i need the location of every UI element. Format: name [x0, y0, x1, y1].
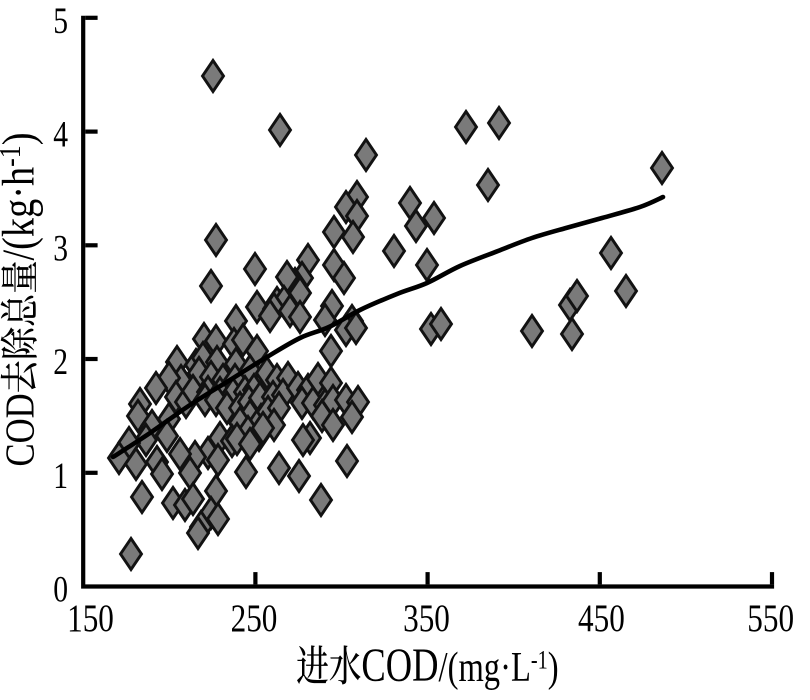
svg-text:4: 4 [53, 115, 68, 156]
svg-text:150: 150 [67, 595, 114, 639]
svg-text:-1: -1 [0, 145, 28, 167]
svg-text:2: 2 [53, 342, 68, 383]
svg-text:/(mg·L: /(mg·L [439, 644, 531, 691]
svg-text:1: 1 [53, 456, 68, 497]
svg-text:): ) [548, 644, 559, 691]
svg-text:3: 3 [53, 228, 68, 269]
svg-text:/(kg·h: /(kg·h [0, 167, 44, 261]
svg-text:COD: COD [0, 393, 43, 466]
svg-text:450: 450 [578, 595, 625, 639]
svg-text:-1: -1 [531, 646, 548, 675]
svg-text:): ) [0, 133, 44, 146]
svg-text:5: 5 [53, 1, 68, 42]
svg-text:350: 350 [403, 595, 450, 639]
svg-text:550: 550 [747, 595, 794, 639]
svg-text:COD: COD [361, 639, 438, 692]
svg-text:250: 250 [231, 595, 278, 639]
svg-text:0: 0 [53, 570, 68, 611]
